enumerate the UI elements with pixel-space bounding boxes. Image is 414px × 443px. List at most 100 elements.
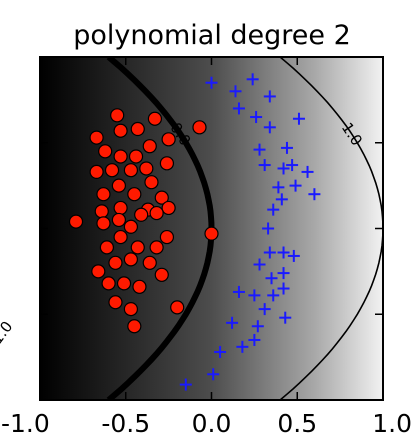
red-circle-point: [144, 175, 159, 190]
red-circle-point: [130, 121, 145, 137]
blue-plus-point: [232, 285, 245, 298]
blue-plus-point: [277, 267, 290, 280]
red-circle-point: [99, 240, 114, 255]
red-circle-point: [149, 205, 164, 221]
blue-plus-point: [251, 320, 264, 333]
blue-plus-point: [179, 378, 192, 391]
red-circle-point: [149, 240, 164, 255]
blue-plus-point: [277, 246, 290, 259]
red-circle-point: [94, 204, 109, 219]
blue-plus-point: [236, 340, 249, 353]
blue-plus-point: [277, 162, 290, 175]
red-circle-point: [127, 187, 142, 202]
blue-plus-point: [232, 102, 245, 115]
red-circle-point: [108, 255, 123, 270]
blue-plus-point: [272, 181, 285, 194]
blue-plus-point: [214, 345, 227, 358]
blue-plus-point: [205, 76, 218, 89]
blue-plus-point: [263, 121, 276, 134]
x-tick-label: -1.0: [1, 409, 50, 438]
blue-plus-point: [286, 159, 299, 172]
blue-plus-point: [263, 90, 276, 103]
red-circle-point: [142, 255, 157, 270]
blue-plus-point: [265, 272, 278, 285]
x-tick-label: 0.5: [277, 409, 317, 438]
red-circle-point: [161, 200, 176, 216]
margin-line-neg: [40, 213, 41, 244]
red-circle-point: [110, 108, 125, 123]
blue-plus-point: [253, 143, 266, 156]
red-circle-point: [113, 149, 128, 164]
red-circle-point: [192, 120, 207, 135]
blue-plus-point: [280, 141, 293, 154]
red-circle-point: [104, 163, 120, 178]
red-circle-point: [68, 214, 84, 229]
red-circle-point: [204, 226, 219, 241]
blue-plus-point: [248, 289, 261, 302]
red-circle-point: [159, 156, 175, 171]
red-circle-point: [147, 111, 163, 126]
red-circle-point: [96, 216, 111, 231]
red-circle-point: [113, 229, 128, 245]
margin-line-pos: [279, 57, 383, 400]
x-tick-label: -0.5: [101, 409, 150, 438]
red-circle-point: [139, 161, 154, 176]
red-circle-point: [127, 319, 142, 334]
blue-plus-point: [258, 159, 271, 172]
red-circle-point: [101, 276, 116, 291]
axis-ticks: [39, 57, 384, 400]
red-circle-point: [98, 144, 113, 159]
blue-plus-point: [287, 249, 300, 262]
blue-plus-point: [267, 203, 280, 216]
red-circle-point: [123, 252, 138, 267]
red-circle-point: [134, 207, 149, 222]
blue-plus-point: [250, 111, 263, 124]
blue-plus-point: [308, 188, 321, 201]
chart-title: polynomial degree 2: [73, 20, 351, 51]
blue-plus-point: [248, 333, 261, 346]
red-circle-point: [96, 187, 111, 202]
blue-plus-point: [289, 179, 302, 192]
red-circle-point: [154, 190, 169, 205]
blue-plus-point: [279, 311, 292, 324]
red-circle-point: [116, 276, 132, 291]
blue-plus-point: [229, 85, 242, 98]
red-circle-point: [170, 300, 185, 315]
red-circle-point: [113, 123, 128, 138]
red-circle-point: [159, 229, 175, 245]
blue-plus-point: [246, 73, 259, 86]
blue-plus-point: [263, 246, 276, 259]
blue-plus-point: [292, 112, 305, 125]
red-circle-point: [113, 200, 128, 216]
contour-label: -1.0: [0, 318, 16, 352]
red-circle-point: [123, 302, 138, 317]
red-circle-point: [142, 139, 157, 154]
blue-plus-point: [253, 258, 266, 271]
blue-plus-point: [258, 303, 271, 316]
blue-plus-point: [262, 222, 275, 235]
red-circle-point: [154, 267, 169, 282]
red-circle-point: [89, 164, 104, 180]
red-circle-point: [91, 264, 106, 279]
red-circle-point: [128, 149, 144, 164]
x-tick-label: 1.0: [372, 409, 412, 438]
red-circle-point: [111, 212, 126, 228]
blue-plus-point: [207, 368, 220, 381]
red-circle-point: [130, 240, 145, 255]
red-circle-point: [111, 178, 126, 193]
red-circle-point: [89, 130, 104, 145]
red-circle-point: [108, 295, 123, 310]
red-circle-point: [123, 163, 138, 178]
red-circle-point: [132, 279, 147, 294]
x-tick-labels: -1.0 -0.5 0.0 0.5 1.0: [1, 409, 412, 438]
blue-plus-point: [226, 316, 239, 329]
data-points: [68, 73, 321, 391]
blue-plus-point: [275, 193, 288, 206]
x-tick-label: 0.0: [192, 409, 232, 438]
blue-plus-point: [277, 282, 290, 295]
red-circle-point: [123, 219, 138, 234]
red-circle-point: [161, 132, 176, 147]
blue-plus-point: [267, 289, 280, 302]
blue-plus-point: [301, 165, 314, 178]
